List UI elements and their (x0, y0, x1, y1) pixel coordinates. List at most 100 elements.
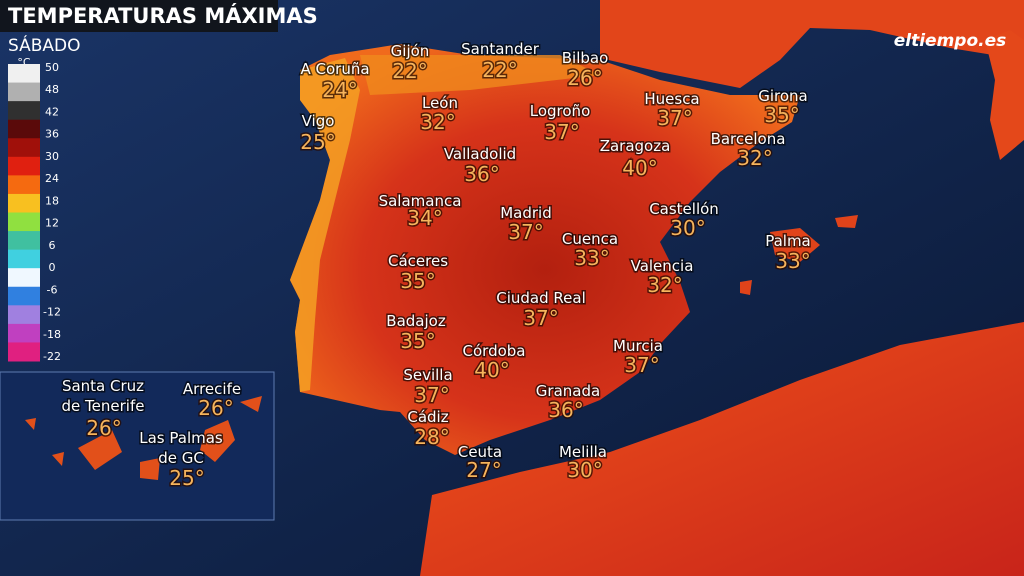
city-name: Córdoba (463, 342, 526, 360)
legend-swatch (8, 82, 40, 102)
portugal-coast (290, 58, 360, 392)
city-name: Badajoz (386, 312, 446, 330)
city-temp: 33° (775, 249, 810, 273)
city-name: Cáceres (388, 252, 448, 270)
city-name: Santa Cruz (62, 377, 144, 395)
city-temp: 36° (464, 162, 499, 186)
legend-swatch (8, 286, 40, 306)
city-name: Cuenca (562, 230, 618, 248)
legend-label: 50 (45, 61, 59, 74)
city-temp: 40° (474, 358, 509, 382)
title: TEMPERATURAS MÁXIMAS (8, 3, 318, 28)
city-temp: 28° (414, 425, 449, 449)
city-name: Huesca (644, 90, 699, 108)
legend-label: 12 (45, 217, 59, 230)
legend-label: 24 (45, 172, 59, 185)
france (600, 0, 1024, 88)
legend-swatch (8, 268, 40, 288)
city-name: Santander (461, 40, 540, 58)
city-temp: 37° (657, 106, 692, 130)
city-name: Arrecife (183, 380, 241, 398)
city-temp: 24° (322, 78, 357, 102)
city-temp: 22° (482, 58, 517, 82)
logo: eltiempo.es (894, 31, 1007, 51)
city-temp: 26° (86, 416, 121, 440)
city-temp: 32° (420, 110, 455, 134)
legend-label: 0 (49, 261, 56, 274)
city-name: de Tenerife (62, 397, 145, 415)
city-temp: 26° (198, 396, 233, 420)
city-temp: 30° (670, 216, 705, 240)
legend-swatch (8, 156, 40, 176)
menorca (835, 215, 858, 228)
iberia (290, 44, 800, 455)
subtitle: SÁBADO (8, 34, 81, 56)
city-temp: 37° (414, 383, 449, 407)
legend-label: 18 (45, 194, 59, 207)
corsica-sardinia (985, 30, 1024, 160)
legend-swatch (8, 249, 40, 269)
city-name: Sevilla (403, 366, 452, 384)
north-coast (360, 55, 600, 95)
legend-swatch (8, 119, 40, 139)
city-temp: 36° (548, 398, 583, 422)
city-name: Valladolid (444, 145, 516, 163)
city-name: Ceuta (458, 443, 502, 461)
legend-label: -12 (43, 306, 61, 319)
city-name: Palma (765, 232, 811, 250)
city-temp: 37° (544, 120, 579, 144)
legend-swatch (8, 175, 40, 195)
legend-label: 30 (45, 150, 59, 163)
city-temp: 25° (169, 466, 204, 490)
city-temp: 26° (567, 66, 602, 90)
city-name: Gijón (391, 42, 430, 60)
title-bar (0, 0, 278, 32)
legend-label: 48 (45, 83, 59, 96)
city-name: Las Palmas (139, 429, 223, 447)
city-temp: 32° (647, 273, 682, 297)
city-temp: 37° (508, 220, 543, 244)
city-temp: 40° (622, 156, 657, 180)
city-name: Melilla (559, 443, 607, 461)
legend-swatch (8, 138, 40, 158)
city-temp: 25° (300, 130, 335, 154)
legend-swatch (8, 101, 40, 121)
city-name: Girona (758, 87, 808, 105)
legend-swatch (8, 305, 40, 325)
city-temp: 27° (466, 458, 501, 482)
city-name: León (422, 94, 458, 112)
city-name: de GC (158, 449, 204, 467)
legend-label: 6 (49, 239, 56, 252)
city-temp: 35° (400, 269, 435, 293)
city-name: Zaragoza (600, 137, 671, 155)
city-temp: 37° (523, 306, 558, 330)
city-temp: 30° (567, 458, 602, 482)
city-temp: 35° (400, 329, 435, 353)
city-name: Ciudad Real (496, 289, 586, 307)
city-name: Barcelona (711, 130, 786, 148)
city-name: Granada (536, 382, 600, 400)
city-name: Salamanca (379, 192, 462, 210)
africa (420, 322, 1024, 576)
city-temp: 32° (737, 146, 772, 170)
legend-label: -22 (43, 350, 61, 363)
legend-label: 36 (45, 128, 59, 141)
city-name: Logroño (530, 102, 591, 120)
legend-label: -18 (43, 328, 61, 341)
city-name: A Coruña (300, 60, 369, 78)
legend-label: -6 (47, 283, 58, 296)
legend-swatch (8, 342, 40, 362)
city-temp: 35° (764, 103, 799, 127)
legend-swatch (8, 64, 40, 84)
city-temp: 37° (624, 353, 659, 377)
city-name: Cádiz (407, 408, 448, 426)
canary-islands (25, 396, 262, 480)
city-temp: 22° (392, 59, 427, 83)
city-name: Castellón (649, 200, 719, 218)
city-name: Madrid (500, 204, 552, 222)
city-name: Murcia (613, 337, 663, 355)
legend-swatch (8, 193, 40, 213)
legend-label: 42 (45, 105, 59, 118)
